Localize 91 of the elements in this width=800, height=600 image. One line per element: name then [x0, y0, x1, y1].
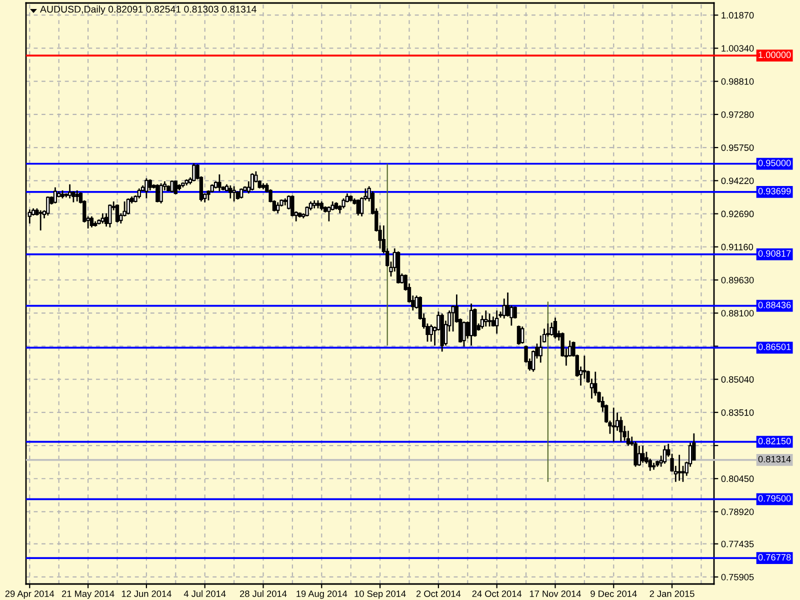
candlestick — [192, 162, 196, 182]
chart-title: AUDUSD,Daily 0.82091 0.82541 0.81303 0.81314 — [40, 6, 256, 15]
candlestick — [250, 172, 254, 192]
candlestick — [232, 186, 236, 202]
candlestick — [100, 212, 104, 224]
candlestick — [626, 430, 630, 446]
candlestick — [488, 312, 492, 328]
x-tick-label: 19 Aug 2014 — [296, 590, 348, 599]
ref-line-label: 1.00000 — [758, 52, 791, 58]
x-tick-label: 2 Jan 2015 — [650, 590, 694, 597]
candlestick — [502, 298, 506, 320]
x-tick-label: 29 Apr 2014 — [5, 590, 54, 599]
candlestick — [137, 188, 141, 200]
candlestick — [174, 180, 178, 195]
candlestick — [619, 416, 623, 442]
candlestick — [462, 320, 466, 348]
ref-line-label: 0.93699 — [758, 188, 791, 194]
candlestick — [637, 445, 642, 467]
candlestick — [582, 355, 586, 380]
x-tick-label: 28 Jul 2014 — [240, 590, 287, 597]
x-tick-label: 10 Sep 2014 — [354, 590, 406, 599]
y-tick-label: 1.01870 — [722, 12, 754, 19]
ref-line-label: 0.95000 — [758, 160, 791, 166]
candlestick — [681, 465, 685, 483]
candlestick — [516, 324, 521, 346]
y-tick-label: 0.95750 — [721, 144, 754, 151]
ref-line-label: 0.88436 — [758, 302, 791, 308]
ref-line-label: 0.86501 — [758, 344, 791, 350]
candlestick — [108, 204, 112, 228]
candlestick — [538, 334, 542, 364]
y-tick-label: 0.78920 — [721, 508, 754, 516]
candlestick — [156, 184, 160, 203]
y-tick-label: 0.91160 — [721, 244, 754, 250]
candlestick — [148, 178, 152, 192]
x-tick-label: 12 Jun 2014 — [122, 590, 172, 597]
candlestick — [159, 182, 163, 204]
ref-line-label: 0.79500 — [758, 495, 791, 502]
candlestick — [550, 322, 554, 336]
x-tick-label: 17 Nov 2014 — [530, 590, 581, 597]
ref-line-label: 0.76778 — [758, 554, 791, 561]
candlestick — [553, 316, 558, 340]
ref-line-label: 0.82150 — [758, 438, 791, 444]
ref-line-label: 0.90817 — [758, 250, 791, 257]
candlestick — [240, 188, 244, 200]
candlestick — [484, 310, 488, 328]
candlestick — [520, 326, 524, 344]
candlestick — [356, 198, 360, 216]
candlestick — [276, 202, 280, 214]
candlestick — [126, 198, 130, 216]
y-tick-label: 0.97280 — [721, 111, 754, 118]
x-tick-label: 21 May 2014 — [62, 590, 114, 599]
candlestick — [451, 304, 455, 332]
candlestick — [228, 184, 232, 200]
candlestick — [429, 324, 433, 342]
candlestick — [115, 204, 120, 224]
x-tick-label: 9 Dec 2014 — [590, 590, 637, 597]
candlestick — [342, 198, 346, 210]
y-tick-label: 0.85040 — [721, 376, 754, 383]
y-tick-label: 1.00340 — [722, 45, 754, 52]
candlestick — [90, 216, 94, 228]
candlestick — [68, 184, 72, 200]
candlestick — [662, 445, 667, 464]
candlestick — [218, 174, 222, 192]
y-tick-label: 0.92690 — [721, 210, 754, 218]
y-tick-label: 0.88100 — [721, 310, 754, 316]
candlestick — [640, 445, 645, 464]
candlestick — [491, 316, 496, 328]
y-tick-label: 0.89630 — [721, 276, 754, 284]
y-tick-label: 0.98810 — [721, 78, 754, 85]
ref-line-label: 0.81314 — [758, 456, 791, 462]
y-tick-label: 0.94220 — [721, 178, 754, 184]
candlestick — [677, 454, 682, 482]
y-tick-label: 0.83510 — [721, 409, 754, 416]
candlestick — [53, 186, 58, 204]
candlestick — [327, 206, 331, 222]
candlestick — [46, 196, 50, 216]
candlestick — [305, 206, 309, 218]
x-tick-label: 2 Oct 2014 — [416, 590, 461, 597]
x-tick-label: 24 Oct 2014 — [472, 590, 522, 597]
candlestick — [480, 314, 484, 330]
candlestick — [513, 306, 517, 320]
y-tick-label: 0.77435 — [721, 540, 754, 548]
candlestick — [38, 210, 42, 232]
y-tick-label: 0.80450 — [721, 476, 754, 482]
y-tick-label: 0.75905 — [721, 574, 754, 580]
candlestick — [75, 190, 79, 202]
candlestick — [634, 440, 638, 468]
x-tick-label: 4 Jul 2014 — [184, 590, 226, 597]
candlestick — [290, 194, 294, 218]
candlestick — [495, 310, 499, 334]
candlestick — [144, 178, 148, 200]
